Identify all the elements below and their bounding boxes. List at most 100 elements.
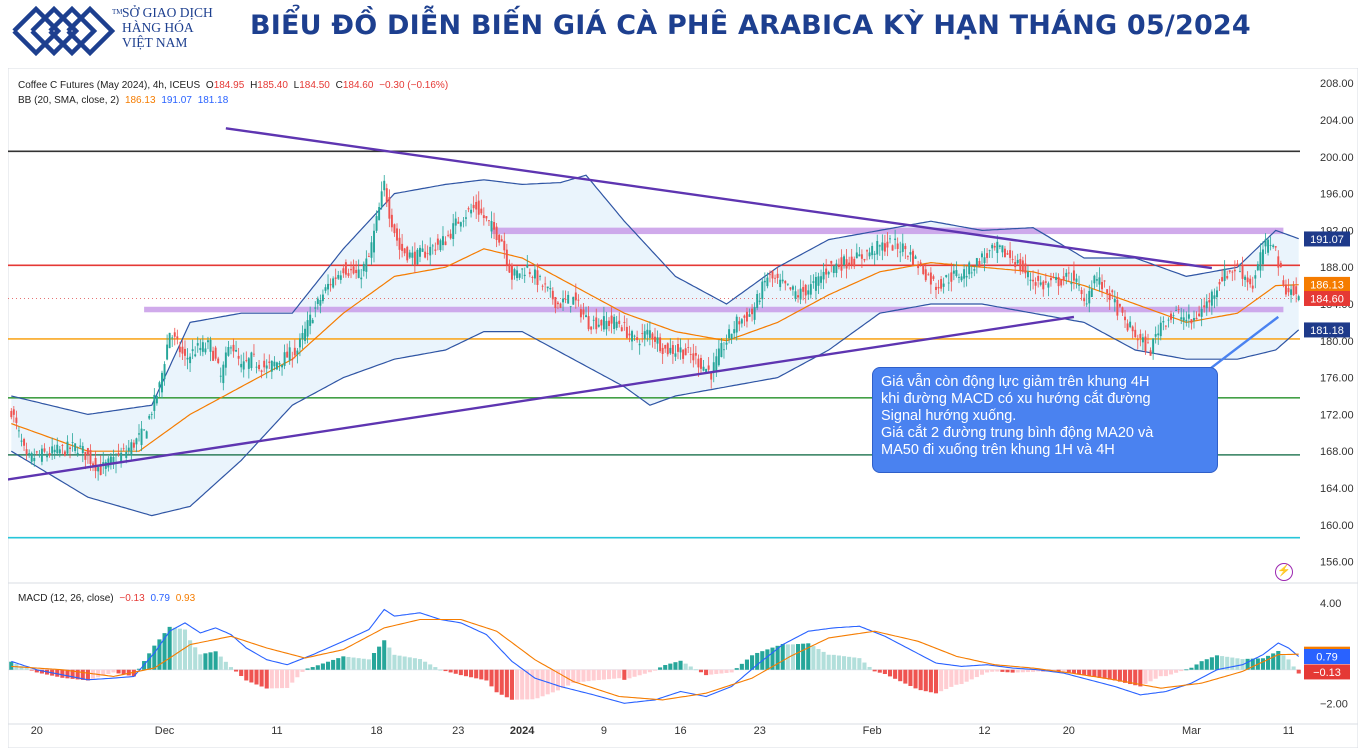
candle — [1139, 333, 1142, 339]
candle — [1177, 309, 1180, 310]
candle — [191, 349, 194, 352]
macd-histogram-bar — [484, 669, 489, 681]
candle — [648, 330, 651, 338]
candle — [327, 283, 330, 290]
candle — [286, 351, 289, 358]
candle — [1103, 280, 1106, 282]
macd-histogram-bar — [893, 669, 898, 679]
candle — [1190, 319, 1193, 324]
candle — [161, 372, 163, 393]
macd-histogram-bar — [1128, 669, 1133, 685]
candle — [958, 277, 960, 278]
macd-histogram-bar — [1031, 669, 1036, 672]
candle — [766, 277, 769, 287]
candle — [439, 240, 442, 251]
candle — [973, 269, 976, 271]
candle — [710, 372, 713, 380]
candle — [618, 320, 621, 324]
candle — [275, 362, 278, 370]
macd-histogram-bar — [990, 669, 995, 672]
macd-histogram-bar — [714, 669, 719, 675]
candle — [1129, 321, 1132, 328]
macd-histogram-bar — [1082, 669, 1087, 676]
candle — [904, 245, 907, 250]
candle — [56, 444, 59, 454]
candle — [641, 333, 644, 334]
candle — [419, 247, 421, 257]
candle — [720, 342, 723, 358]
macd-histogram-bar — [872, 669, 877, 672]
macd-histogram-bar — [346, 656, 351, 670]
candle — [166, 344, 169, 360]
candle — [615, 321, 618, 328]
macd-histogram-bar — [188, 640, 193, 670]
price-tag — [1304, 231, 1350, 247]
candle — [135, 438, 138, 445]
macd-histogram-bar — [361, 658, 366, 670]
candle — [23, 439, 26, 446]
macd-histogram-bar — [39, 669, 44, 674]
macd-histogram-bar — [913, 669, 918, 689]
candle — [69, 447, 72, 449]
candle — [1009, 250, 1012, 258]
macd-histogram-bar — [1276, 650, 1281, 670]
macd-histogram-bar — [831, 654, 836, 670]
candle — [339, 275, 342, 280]
candle — [1213, 295, 1216, 299]
macd-histogram-bar — [632, 669, 637, 677]
trendline — [225, 127, 1213, 270]
symbol-label: Coffee C Futures (May 2024), 4h, ICEUS — [18, 80, 201, 91]
macd-histogram-bar — [816, 649, 821, 670]
candle — [263, 360, 266, 368]
macd-histogram-bar — [1179, 669, 1184, 672]
candle — [812, 281, 815, 283]
candle — [1272, 245, 1275, 247]
macd-histogram-bar — [612, 669, 617, 679]
candle — [145, 431, 148, 439]
candle — [1292, 285, 1295, 296]
macd-histogram-bar — [1214, 655, 1220, 670]
candle — [725, 342, 728, 345]
macd-histogram-bar — [448, 669, 453, 673]
candle — [467, 208, 470, 210]
macd-histogram-bar — [147, 653, 152, 670]
candle — [500, 239, 503, 242]
candle — [229, 347, 232, 349]
candle — [970, 272, 973, 274]
macd-histogram-bar — [750, 655, 755, 670]
exchange-logo — [12, 5, 116, 57]
candle — [1221, 277, 1224, 282]
macd-histogram-bar — [131, 669, 136, 677]
price-axis-tick: 200.00 — [1320, 152, 1354, 164]
candle — [355, 269, 358, 274]
candle — [1095, 279, 1098, 281]
macd-histogram-bar — [228, 667, 234, 670]
macd-histogram-bar — [535, 669, 540, 699]
candle — [707, 365, 710, 370]
price-tag — [1304, 322, 1350, 338]
exchange-name-line-3: VIỆT NAM — [122, 35, 188, 50]
candle — [781, 279, 784, 282]
candle — [252, 353, 255, 355]
lightning-icon[interactable]: ⚡ — [1275, 563, 1293, 581]
macd-histogram-bar — [1230, 657, 1235, 670]
candle — [771, 270, 774, 279]
candle — [1159, 322, 1162, 337]
candle — [380, 191, 383, 207]
macd-histogram-bar — [765, 649, 770, 670]
macd-histogram-bar — [29, 669, 34, 671]
candle — [442, 236, 444, 246]
macd-histogram-bar — [1209, 657, 1214, 670]
macd-histogram-bar — [198, 654, 203, 670]
candle — [350, 269, 352, 271]
candle — [1164, 325, 1167, 327]
candle — [1277, 256, 1280, 268]
bb-mid-line — [11, 248, 1299, 452]
callout-line-5: MA50 đi xuống trên khung 1H và 4H — [881, 442, 1115, 458]
candle — [521, 268, 524, 270]
macd-histogram-bar — [443, 669, 448, 672]
candle — [799, 288, 802, 300]
macd-histogram-bar — [463, 669, 469, 677]
candle — [620, 327, 623, 332]
trendline — [5, 315, 1075, 481]
